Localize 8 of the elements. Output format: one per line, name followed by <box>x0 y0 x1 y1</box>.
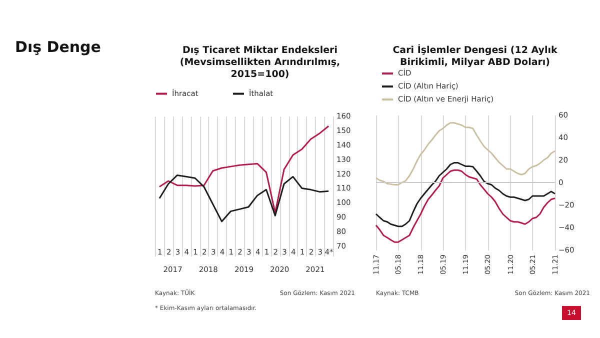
line-series <box>375 162 556 228</box>
chart-title: Dış Ticaret Miktar Endeksleri (Mevsimsellikten Arındırılmış, 2015=100) <box>178 45 342 81</box>
line-series <box>158 125 330 214</box>
chart-title: Cari İşlemler Dengesi (12 Aylık Birikimli, Milyar ABD Doları) <box>392 45 558 68</box>
line-series <box>158 174 330 222</box>
line-series <box>375 122 556 186</box>
line-series <box>375 169 556 243</box>
text: Dış Denge <box>15 38 101 56</box>
